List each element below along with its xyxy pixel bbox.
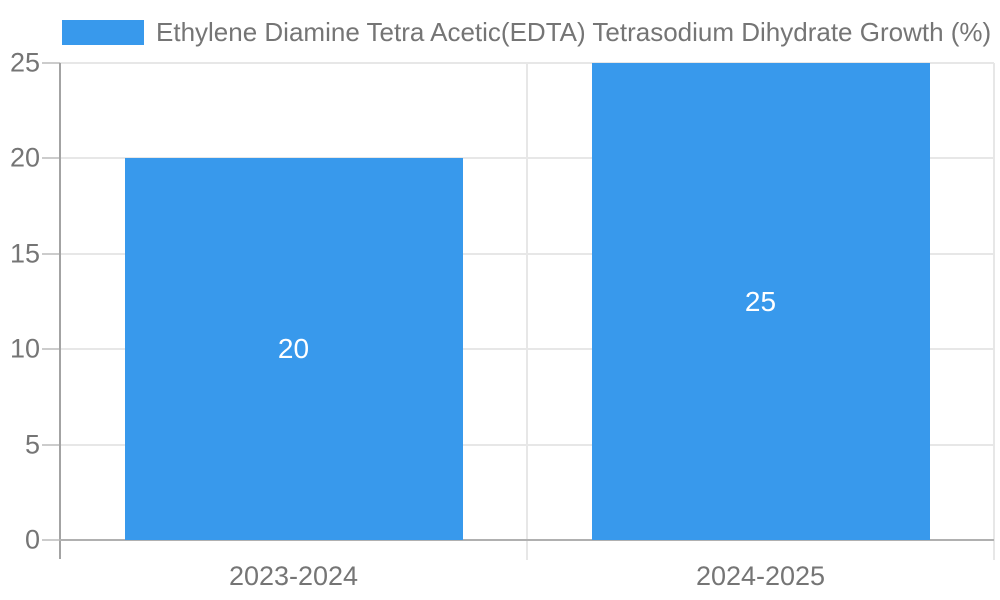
y-axis-label: 15	[9, 238, 40, 269]
y-axis-tick	[42, 348, 60, 351]
y-axis-tick	[42, 443, 60, 446]
y-axis-line	[59, 63, 61, 559]
y-axis-tick	[42, 539, 60, 541]
y-axis-label: 5	[24, 429, 40, 460]
category-divider	[993, 63, 995, 560]
legend-swatch[interactable]	[62, 19, 144, 45]
bar-value-label: 20	[277, 333, 310, 365]
y-axis-label: 10	[9, 333, 40, 364]
y-axis-label: 25	[9, 47, 40, 78]
y-axis-tick	[42, 252, 60, 255]
legend-label: Ethylene Diamine Tetra Acetic(EDTA) Tetr…	[156, 16, 992, 47]
x-axis-label: 2024-2025	[695, 561, 826, 591]
y-axis-label: 0	[24, 524, 40, 555]
y-axis-tick	[42, 157, 60, 160]
category-divider	[526, 63, 528, 560]
bar-2024-2025[interactable]	[592, 63, 930, 540]
y-axis-tick	[42, 62, 60, 64]
legend: Ethylene Diamine Tetra Acetic(EDTA) Tetr…	[62, 16, 992, 47]
y-axis-label: 20	[9, 142, 40, 173]
x-axis-line	[59, 539, 994, 541]
bar-value-label: 25	[744, 285, 777, 317]
bar-2023-2024[interactable]	[125, 158, 463, 540]
x-axis-label: 2023-2024	[228, 561, 359, 591]
